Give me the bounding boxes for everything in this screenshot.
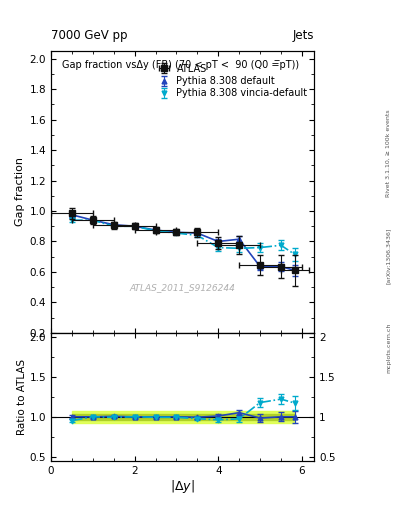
Y-axis label: Ratio to ATLAS: Ratio to ATLAS bbox=[17, 359, 27, 435]
Text: 7000 GeV pp: 7000 GeV pp bbox=[51, 29, 128, 42]
Legend: ATLAS, Pythia 8.308 default, Pythia 8.308 vincia-default: ATLAS, Pythia 8.308 default, Pythia 8.30… bbox=[153, 61, 310, 100]
X-axis label: $|\Delta y|$: $|\Delta y|$ bbox=[170, 478, 195, 496]
Text: Gap fraction vsΔy (FB) (70 < pT <  90 (Q0 =̅pT̅)): Gap fraction vsΔy (FB) (70 < pT < 90 (Q0… bbox=[62, 60, 299, 70]
Text: Jets: Jets bbox=[293, 29, 314, 42]
Text: ATLAS_2011_S9126244: ATLAS_2011_S9126244 bbox=[130, 283, 236, 292]
Y-axis label: Gap fraction: Gap fraction bbox=[15, 158, 26, 226]
Text: Rivet 3.1.10, ≥ 100k events: Rivet 3.1.10, ≥ 100k events bbox=[386, 110, 391, 198]
Text: mcplots.cern.ch: mcplots.cern.ch bbox=[386, 323, 391, 373]
Text: [arXiv:1306.3436]: [arXiv:1306.3436] bbox=[386, 228, 391, 284]
